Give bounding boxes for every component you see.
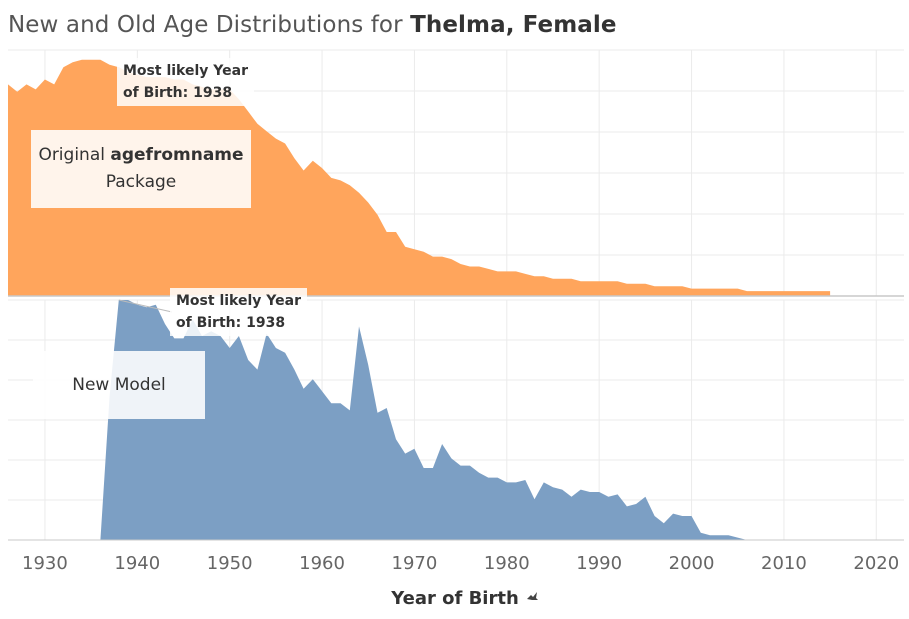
new-model-area — [91, 300, 748, 540]
chart-title-name: Thelma, Female — [410, 12, 617, 38]
original-annotation-value: 1938 — [193, 85, 233, 101]
x-tick-label: 1990 — [576, 553, 622, 574]
x-axis-ticks: 1930 1940 1950 1960 1970 1980 1990 2000 2010 2020 — [22, 553, 899, 574]
x-tick-label: 2000 — [669, 553, 715, 574]
x-tick-label: 1960 — [299, 553, 345, 574]
x-tick-label: 1930 — [22, 553, 68, 574]
original-annotation-line1: Most likely Year — [123, 63, 248, 79]
x-tick-label: 1950 — [207, 553, 253, 574]
new-model-label-text: New Model — [72, 375, 166, 395]
new-model-annotation-value: 1938 — [246, 315, 286, 331]
annotation-leader-bottom — [118, 299, 173, 313]
new-model-annotation-line1: Most likely Year — [176, 293, 301, 309]
new-model-annotation-line2: of Birth: 1938 — [176, 312, 301, 334]
x-tick-label: 1970 — [392, 553, 438, 574]
new-model-annotation-prefix: of Birth: — [176, 315, 247, 331]
x-tick-label: 1940 — [114, 553, 160, 574]
sort-pin-icon[interactable] — [527, 592, 538, 600]
x-tick-label: 1980 — [484, 553, 530, 574]
chart-title: New and Old Age Distributions for Thelma… — [8, 12, 617, 38]
chart-title-prefix: New and Old Age Distributions for — [8, 12, 411, 38]
x-tick-label: 2010 — [761, 553, 807, 574]
new-model-label: New Model — [33, 351, 205, 419]
original-package-label: Original agefromname Package — [31, 130, 251, 208]
original-label-prefix: Original — [38, 145, 111, 165]
new-model-most-likely-annotation: Most likely Year of Birth: 1938 — [170, 288, 307, 336]
original-most-likely-annotation: Most likely Year of Birth: 1938 — [117, 58, 254, 106]
original-label-bold: agefromname — [110, 145, 244, 165]
x-tick-label: 2020 — [853, 553, 899, 574]
original-annotation-line2: of Birth: 1938 — [123, 82, 248, 104]
original-annotation-prefix: of Birth: — [123, 85, 194, 101]
original-package-area — [8, 59, 831, 296]
original-label-suffix: Package — [105, 172, 177, 192]
x-axis-label: Year of Birth — [390, 588, 519, 609]
